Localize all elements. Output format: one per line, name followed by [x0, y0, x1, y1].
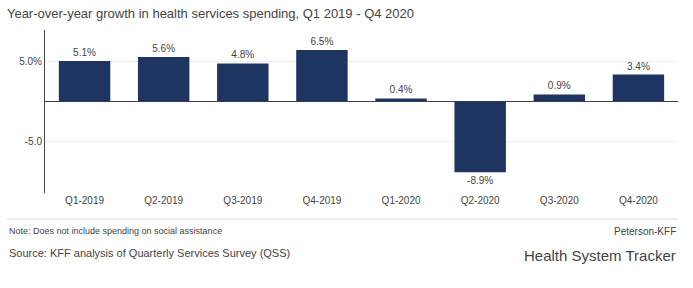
svg-text:5.0%: 5.0%	[19, 56, 42, 67]
svg-text:Q2-2020: Q2-2020	[461, 195, 500, 206]
svg-text:Q4-2020: Q4-2020	[619, 195, 658, 206]
svg-text:Q4-2019: Q4-2019	[302, 195, 341, 206]
svg-text:4.8%: 4.8%	[231, 49, 254, 60]
svg-text:6.5%: 6.5%	[310, 36, 333, 47]
svg-text:3.4%: 3.4%	[627, 61, 650, 72]
svg-text:Q3-2019: Q3-2019	[223, 195, 262, 206]
svg-text:Q2-2019: Q2-2019	[144, 195, 183, 206]
svg-text:-8.9%: -8.9%	[467, 175, 493, 186]
svg-text:Health System Tracker: Health System Tracker	[524, 247, 676, 264]
svg-text:Q3-2020: Q3-2020	[540, 195, 579, 206]
svg-text:-5.0: -5.0	[25, 136, 43, 147]
svg-text:5.1%: 5.1%	[73, 47, 96, 58]
svg-text:5.6%: 5.6%	[152, 43, 175, 54]
svg-text:Year-over-year growth in healt: Year-over-year growth in health services…	[7, 6, 414, 21]
svg-text:Peterson-KFF: Peterson-KFF	[614, 226, 676, 237]
svg-text:0.4%: 0.4%	[390, 84, 413, 95]
svg-text:0.9%: 0.9%	[548, 80, 571, 91]
svg-text:Q1-2020: Q1-2020	[382, 195, 421, 206]
svg-text:Q1-2019: Q1-2019	[65, 195, 104, 206]
svg-text:Note: Does not include spendin: Note: Does not include spending on socia…	[9, 226, 222, 236]
svg-text:Source: KFF analysis of Quarte: Source: KFF analysis of Quarterly Servic…	[9, 247, 290, 259]
